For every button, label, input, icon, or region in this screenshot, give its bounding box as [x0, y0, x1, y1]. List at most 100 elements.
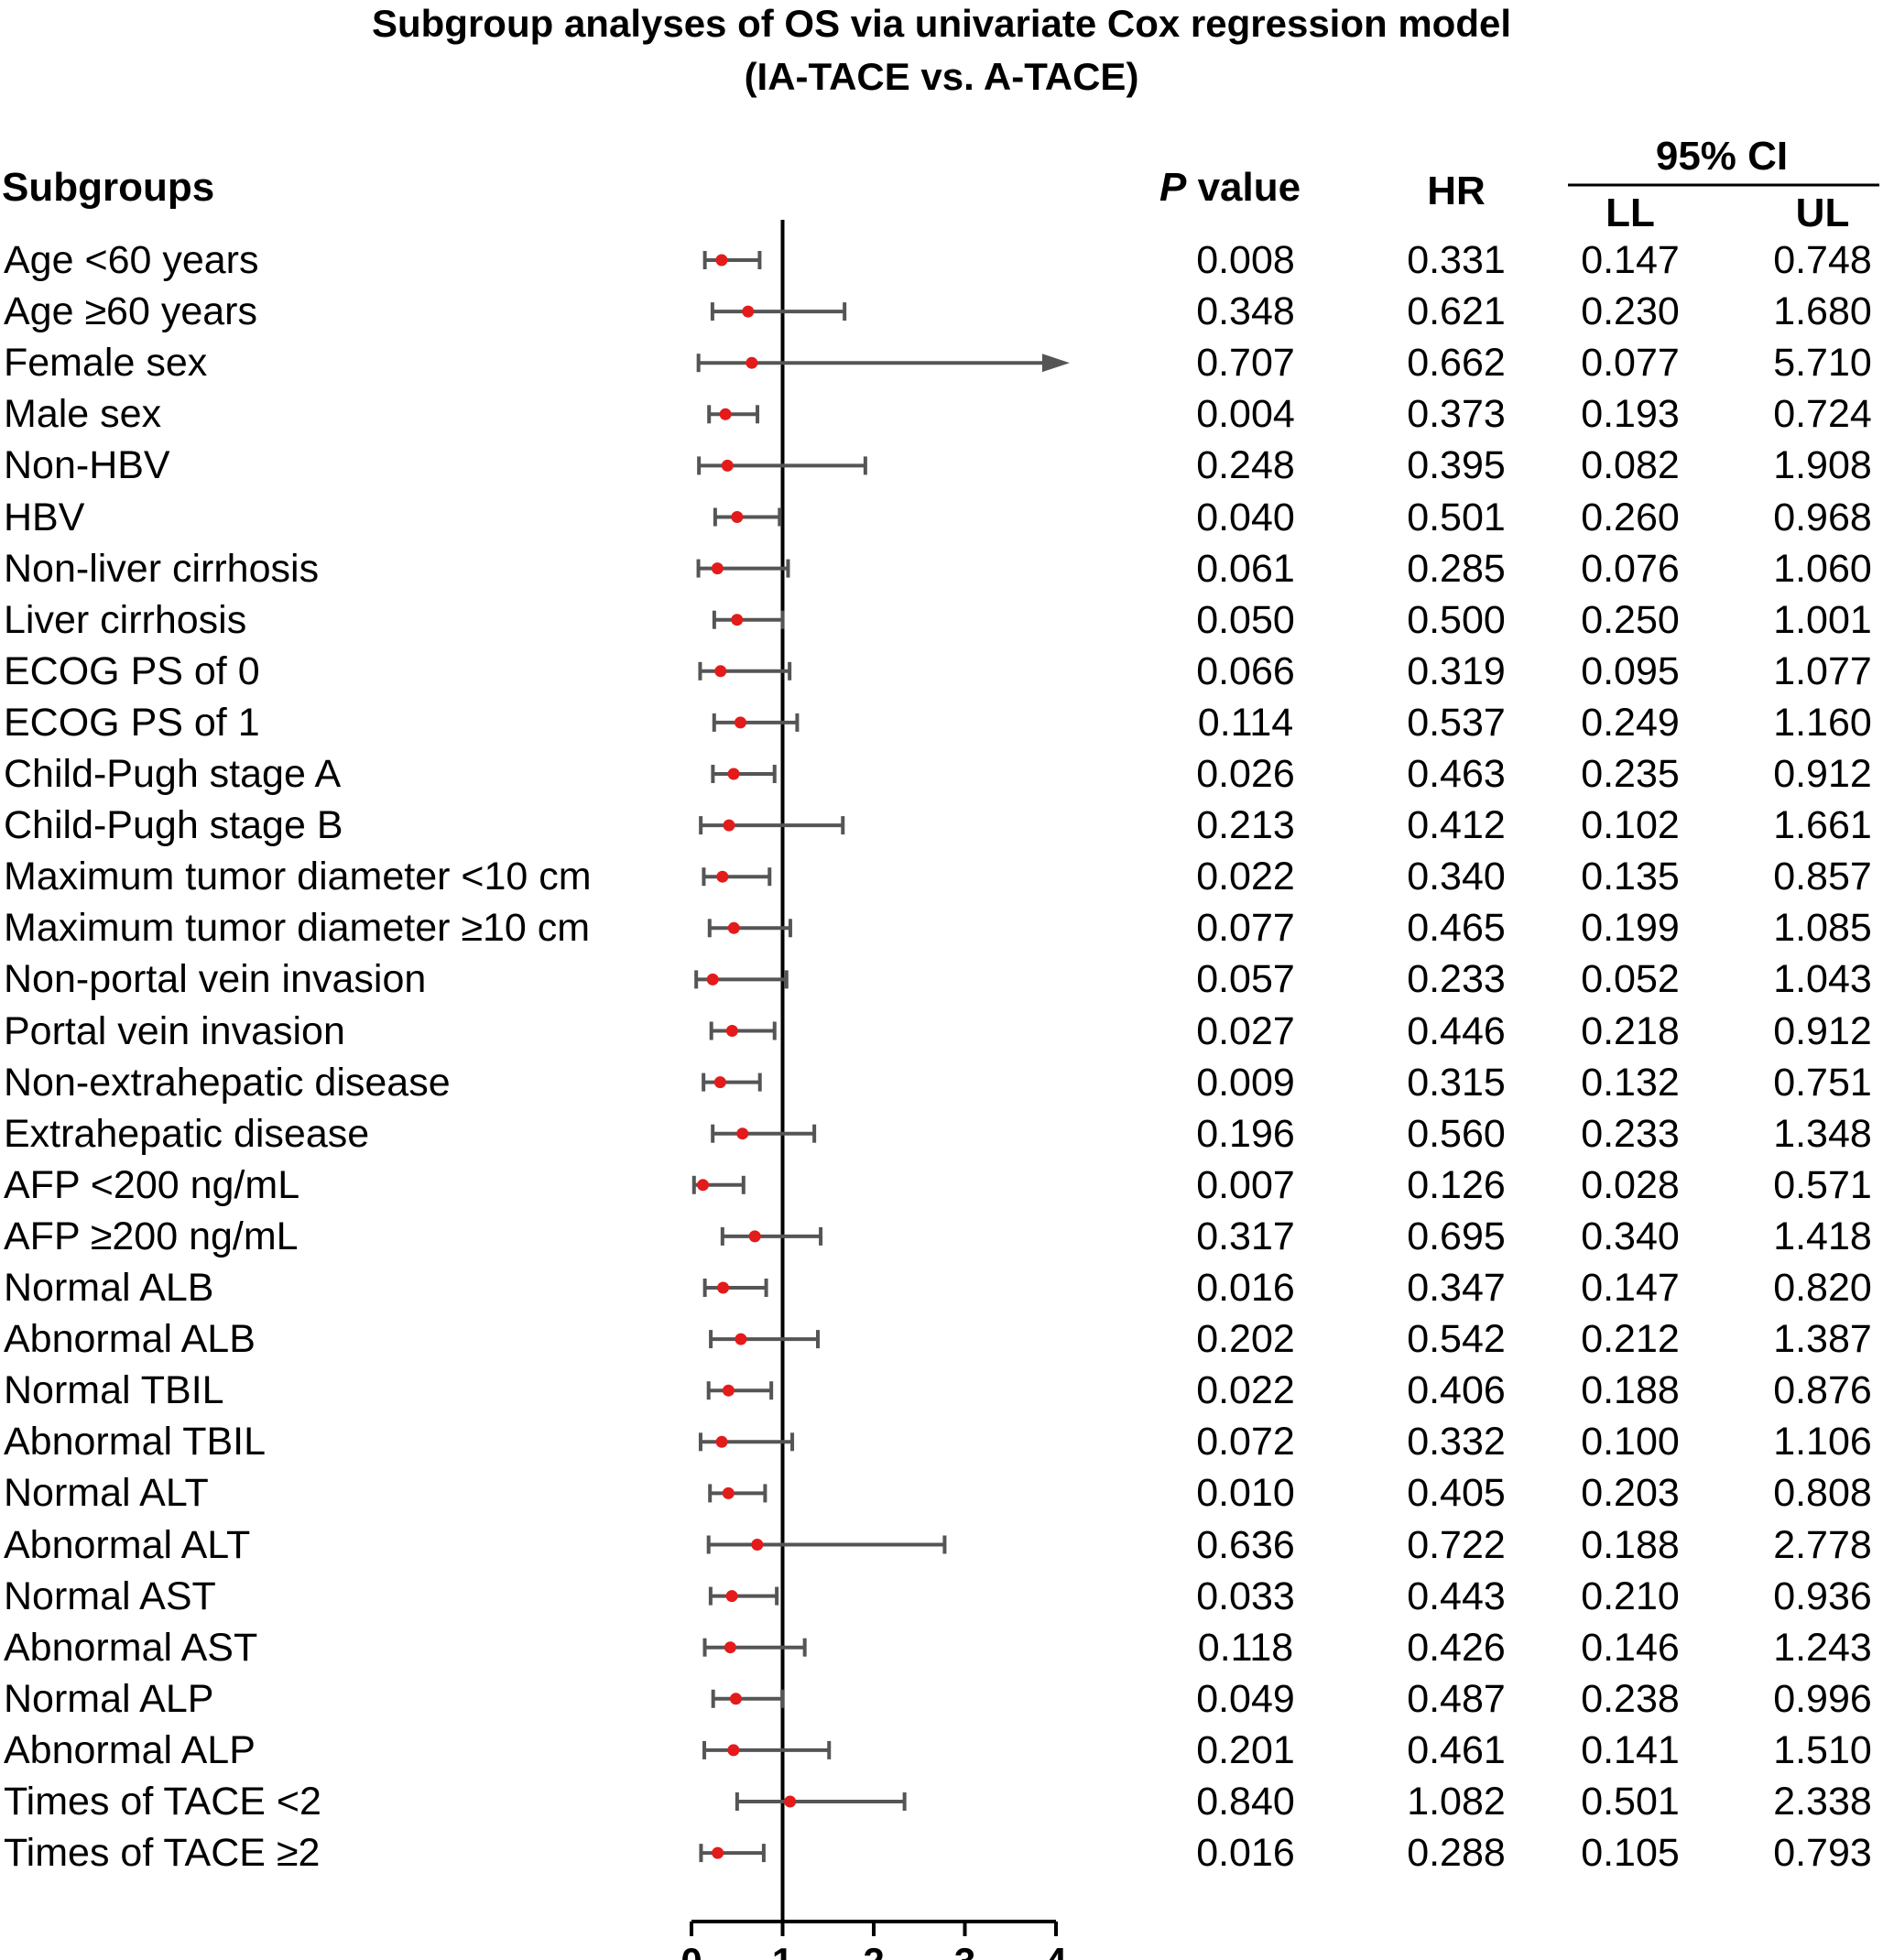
ul-cell: 1.510 [1773, 1727, 1872, 1772]
p-value-cell: 0.057 [1196, 957, 1295, 1002]
subgroup-label: ECOG PS of 0 [4, 648, 260, 693]
hr-cell: 0.412 [1407, 803, 1506, 848]
ll-cell: 0.105 [1581, 1831, 1680, 1876]
hr-cell: 0.465 [1407, 906, 1506, 951]
p-value-cell: 0.050 [1196, 597, 1295, 642]
ll-cell: 0.188 [1581, 1522, 1680, 1567]
ul-cell: 0.936 [1773, 1573, 1872, 1618]
ll-cell: 0.230 [1581, 289, 1680, 334]
hr-point [735, 1333, 747, 1345]
hr-point [721, 459, 734, 472]
hr-point [746, 356, 758, 369]
ll-cell: 0.147 [1581, 1266, 1680, 1310]
header-hr: HR [1427, 169, 1486, 213]
ul-cell: 1.106 [1773, 1420, 1872, 1465]
subgroup-label: Non-portal vein invasion [4, 957, 427, 1002]
subgroup-label: Child-Pugh stage B [4, 803, 343, 848]
header-subgroups: Subgroups [2, 165, 215, 210]
subgroup-label: Normal ALT [4, 1471, 209, 1516]
p-value-cell: 0.201 [1196, 1727, 1295, 1772]
header-p-italic: P [1159, 165, 1187, 210]
ll-cell: 0.235 [1581, 752, 1680, 796]
hr-point [722, 1384, 735, 1397]
ll-cell: 0.077 [1581, 341, 1680, 386]
ul-cell: 1.001 [1773, 597, 1872, 642]
hr-cell: 0.426 [1407, 1625, 1506, 1670]
chart-subtitle: (IA-TACE vs. A-TACE) [744, 55, 1139, 98]
p-value-cell: 0.008 [1196, 238, 1295, 282]
p-value-cell: 0.213 [1196, 803, 1295, 848]
hr-point [748, 1230, 761, 1243]
hr-point [784, 1795, 797, 1808]
hr-point [736, 1127, 749, 1140]
hr-cell: 0.662 [1407, 341, 1506, 386]
hr-point [719, 408, 732, 420]
p-value-cell: 0.061 [1196, 546, 1295, 591]
ul-cell: 1.418 [1773, 1214, 1872, 1258]
subgroup-label: Abnormal TBIL [4, 1420, 267, 1465]
subgroup-label: Female sex [4, 341, 208, 386]
subgroup-label: Normal AST [4, 1573, 216, 1618]
p-value-cell: 0.840 [1196, 1780, 1295, 1824]
x-tick-label: 3 [954, 1940, 975, 1960]
hr-point [711, 562, 724, 575]
hr-cell: 0.332 [1407, 1420, 1506, 1465]
subgroup-label: Normal ALP [4, 1676, 214, 1721]
hr-point [729, 1693, 742, 1705]
ll-cell: 0.238 [1581, 1676, 1680, 1721]
hr-point [715, 1435, 728, 1448]
hr-point [713, 1076, 726, 1089]
hr-cell: 0.319 [1407, 648, 1506, 693]
ll-cell: 0.260 [1581, 495, 1680, 539]
p-value-cell: 0.022 [1196, 1368, 1295, 1413]
hr-point [712, 1846, 724, 1859]
subgroup-label: ECOG PS of 1 [4, 700, 260, 745]
subgroup-label: Male sex [4, 392, 162, 437]
ll-cell: 0.052 [1581, 957, 1680, 1002]
subgroup-label: Abnormal ALP [4, 1727, 256, 1772]
ul-cell: 0.808 [1773, 1471, 1872, 1516]
subgroup-label: Non-HBV [4, 443, 170, 488]
ll-cell: 0.233 [1581, 1111, 1680, 1156]
subgroup-label: Age <60 years [4, 238, 259, 282]
subgroup-label: Non-liver cirrhosis [4, 546, 320, 591]
subgroup-label: Age ≥60 years [4, 289, 257, 334]
header-p-value: P value [1159, 165, 1301, 211]
hr-point [731, 511, 744, 523]
hr-point [751, 1539, 764, 1551]
ll-cell: 0.146 [1581, 1625, 1680, 1670]
hr-cell: 0.537 [1407, 700, 1506, 745]
hr-cell: 0.695 [1407, 1214, 1506, 1258]
ul-cell: 1.060 [1773, 546, 1872, 591]
hr-cell: 0.285 [1407, 546, 1506, 591]
ul-cell: 1.387 [1773, 1317, 1872, 1362]
hr-cell: 0.487 [1407, 1676, 1506, 1721]
ll-cell: 0.210 [1581, 1573, 1680, 1618]
ll-cell: 0.100 [1581, 1420, 1680, 1465]
hr-cell: 0.406 [1407, 1368, 1506, 1413]
ll-cell: 0.102 [1581, 803, 1680, 848]
p-value-cell: 0.026 [1196, 752, 1295, 796]
p-value-cell: 0.196 [1196, 1111, 1295, 1156]
subgroup-label: AFP <200 ng/mL [4, 1162, 300, 1207]
x-tick-label: 4 [1045, 1940, 1067, 1960]
p-value-cell: 0.077 [1196, 906, 1295, 951]
p-value-cell: 0.636 [1196, 1522, 1295, 1567]
hr-point [706, 973, 719, 985]
subgroup-label: Portal vein invasion [4, 1008, 345, 1053]
p-value-cell: 0.016 [1196, 1266, 1295, 1310]
ll-cell: 0.076 [1581, 546, 1680, 591]
ul-cell: 0.968 [1773, 495, 1872, 539]
hr-cell: 0.542 [1407, 1317, 1506, 1362]
ci-arrow [1041, 354, 1070, 373]
ll-cell: 0.249 [1581, 700, 1680, 745]
p-value-cell: 0.049 [1196, 1676, 1295, 1721]
subgroup-label: AFP ≥200 ng/mL [4, 1214, 299, 1258]
hr-cell: 0.331 [1407, 238, 1506, 282]
ll-cell: 0.132 [1581, 1060, 1680, 1105]
x-tick-label: 1 [772, 1940, 793, 1960]
hr-point [723, 819, 735, 832]
ul-cell: 0.748 [1773, 238, 1872, 282]
hr-point [697, 1179, 710, 1192]
hr-cell: 0.500 [1407, 597, 1506, 642]
